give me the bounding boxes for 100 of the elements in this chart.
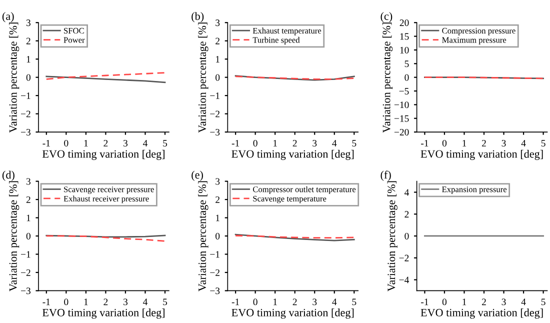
x-tick-label: 3: [502, 298, 506, 306]
y-axis-title: Variation percentage [%]: [387, 181, 398, 292]
x-tick-label: 4: [142, 298, 148, 306]
y-tick-label: 0: [404, 74, 409, 81]
x-tick-label: -1: [232, 298, 240, 306]
x-tick-label: -1: [42, 140, 50, 146]
legend-label: Power: [64, 37, 85, 43]
y-tick-label: −4: [399, 276, 410, 284]
x-tick-label: 3: [124, 298, 128, 306]
y-tick-label: 4: [404, 189, 410, 196]
y-tick-label: −20: [394, 128, 409, 136]
y-tick-label: −1: [210, 92, 220, 99]
x-tick-label: 4: [332, 140, 337, 146]
y-tick-label: −2: [21, 269, 30, 276]
y-tick-label: 20: [400, 20, 409, 26]
y-tick-label: 3: [216, 20, 220, 26]
y-tick-label: −10: [394, 102, 409, 108]
y-tick-label: 3: [26, 178, 30, 185]
x-tick-label: 5: [163, 140, 168, 147]
x-axis-title: EVO timing variation [deg]: [420, 308, 543, 319]
y-tick-label: 2: [216, 38, 220, 44]
line-series: [46, 72, 166, 80]
y-tick-label: 0: [26, 74, 30, 81]
x-tick-label: -1: [42, 298, 50, 306]
legend-label: Exhaust temperature: [252, 28, 322, 36]
y-tick-label: 2: [404, 211, 409, 218]
x-tick-label: 4: [142, 140, 148, 146]
x-tick-label: 1: [84, 140, 88, 146]
y-axis-title: Variation percentage [%]: [198, 181, 208, 292]
x-tick-label: 2: [104, 140, 108, 146]
x-tick-label: 2: [292, 140, 297, 146]
x-tick-label: 5: [541, 298, 546, 306]
x-tick-label: -1: [421, 140, 428, 146]
legend-label: Maximum pressure: [442, 37, 506, 44]
x-tick-label: 1: [274, 140, 277, 146]
y-tick-label: 0: [404, 232, 409, 240]
x-tick-label: 4: [332, 298, 337, 306]
x-tick-label: 3: [312, 298, 317, 306]
y-tick-label: 2: [26, 38, 30, 44]
chart-title: (b): [192, 12, 204, 22]
y-tick-label: −2: [210, 110, 220, 118]
x-tick-label: 0: [442, 298, 447, 306]
x-tick-label: 3: [502, 140, 506, 147]
chart-title: (d): [2, 170, 14, 181]
y-tick-label: 2: [216, 196, 220, 203]
legend-label: Scavenge receiver pressure: [64, 186, 154, 194]
y-tick-label: 1: [26, 56, 30, 62]
x-tick-label: -1: [421, 298, 428, 306]
chart-title: (f): [380, 170, 391, 181]
y-tick-label: −5: [399, 88, 409, 94]
x-axis-title: EVO timing variation [deg]: [42, 308, 164, 319]
y-tick-label: −2: [399, 254, 409, 262]
y-tick-label: −3: [210, 288, 220, 294]
y-tick-label: −3: [21, 128, 30, 136]
legend-label: SFOC: [64, 28, 84, 34]
x-axis-title: EVO timing variation [deg]: [232, 150, 354, 160]
x-tick-label: 0: [442, 140, 447, 147]
legend-label: Compressor outlet temperature: [252, 186, 356, 194]
x-tick-label: 2: [104, 298, 108, 306]
x-tick-label: 2: [292, 298, 297, 306]
y-tick-label: 10: [400, 46, 409, 54]
x-tick-label: 2: [482, 298, 486, 306]
x-tick-label: 5: [352, 140, 356, 147]
legend-label: Expansion pressure: [442, 186, 507, 194]
y-tick-label: −2: [210, 269, 220, 276]
chart-title: (a): [2, 12, 14, 22]
y-tick-label: −15: [394, 115, 409, 122]
y-tick-label: 15: [400, 33, 409, 40]
x-tick-label: 4: [521, 140, 526, 146]
x-tick-label: 4: [521, 298, 526, 306]
legend-label: Exhaust receiver pressure: [64, 196, 149, 204]
x-tick-label: 3: [124, 140, 128, 147]
x-tick-label: 1: [274, 298, 277, 306]
x-tick-label: -1: [232, 140, 240, 146]
x-tick-label: 0: [253, 298, 258, 306]
y-tick-label: −1: [210, 251, 220, 258]
x-tick-label: 0: [64, 140, 68, 147]
x-tick-label: 5: [352, 298, 356, 306]
legend-label: Compression pressure: [442, 28, 516, 36]
line-series: [234, 234, 355, 242]
y-axis-title: Variation percentage [%]: [198, 22, 208, 133]
x-tick-label: 0: [64, 298, 68, 306]
y-tick-label: −3: [21, 288, 30, 294]
x-axis-title: EVO timing variation [deg]: [232, 308, 354, 319]
y-tick-label: −3: [210, 128, 220, 136]
x-tick-label: 1: [462, 140, 466, 146]
y-axis-title: Variation percentage [%]: [9, 22, 20, 133]
y-tick-label: 3: [26, 20, 30, 26]
x-axis-title: EVO timing variation [deg]: [42, 150, 164, 160]
y-tick-label: 0: [26, 232, 30, 240]
line-series: [46, 76, 166, 84]
chart-title: (e): [192, 170, 203, 181]
y-tick-label: 0: [216, 232, 220, 240]
y-tick-label: 3: [216, 178, 220, 185]
y-axis-title: Variation percentage [%]: [382, 22, 393, 133]
x-tick-label: 0: [253, 140, 258, 147]
x-tick-label: 3: [312, 140, 317, 147]
y-axis-title: Variation percentage [%]: [9, 181, 20, 292]
y-tick-label: −1: [21, 92, 30, 99]
chart-title: (c): [380, 12, 392, 22]
